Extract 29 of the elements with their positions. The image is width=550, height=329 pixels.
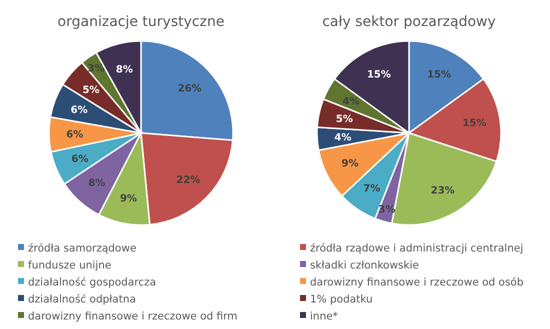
- data-label: 6%: [66, 130, 84, 141]
- legend-label: działalność odpłatna: [28, 294, 136, 306]
- data-label: 5%: [82, 85, 100, 96]
- data-label: 6%: [71, 154, 88, 166]
- chart-title: cały sektor pozarządowy: [322, 14, 496, 30]
- data-label: 4%: [334, 132, 352, 144]
- data-label: 9%: [120, 194, 137, 205]
- data-label: 23%: [430, 186, 455, 197]
- legend-label: fundusze unijne: [28, 260, 112, 272]
- data-label: 8%: [116, 64, 133, 76]
- data-label: 15%: [462, 118, 486, 130]
- legend-label: darowizny finansowe i rzeczowe od osób: [310, 276, 524, 289]
- data-label: 6%: [70, 104, 88, 116]
- legend-label: 1% podatku: [310, 294, 373, 306]
- data-label: 26%: [178, 84, 202, 95]
- data-label: 9%: [341, 158, 358, 170]
- legend-label: inne*: [310, 310, 338, 323]
- legend-label: składki członkowskie: [310, 260, 419, 272]
- data-label: 5%: [336, 114, 353, 126]
- data-label: 15%: [427, 69, 452, 80]
- legend-label: darowizny finansowe i rzeczowe od firm: [28, 310, 238, 323]
- legend-label: źródła samorządowe: [28, 242, 136, 255]
- data-label: 22%: [176, 174, 200, 186]
- data-label: 8%: [88, 178, 106, 189]
- data-label: 7%: [363, 183, 380, 194]
- chart-title: organizacje turystyczne: [58, 14, 224, 30]
- legend-label: źródła rządowe i administracji centralnej: [310, 242, 524, 255]
- data-label: 15%: [366, 69, 391, 80]
- legend-label: działalność gospodarcza: [28, 276, 156, 289]
